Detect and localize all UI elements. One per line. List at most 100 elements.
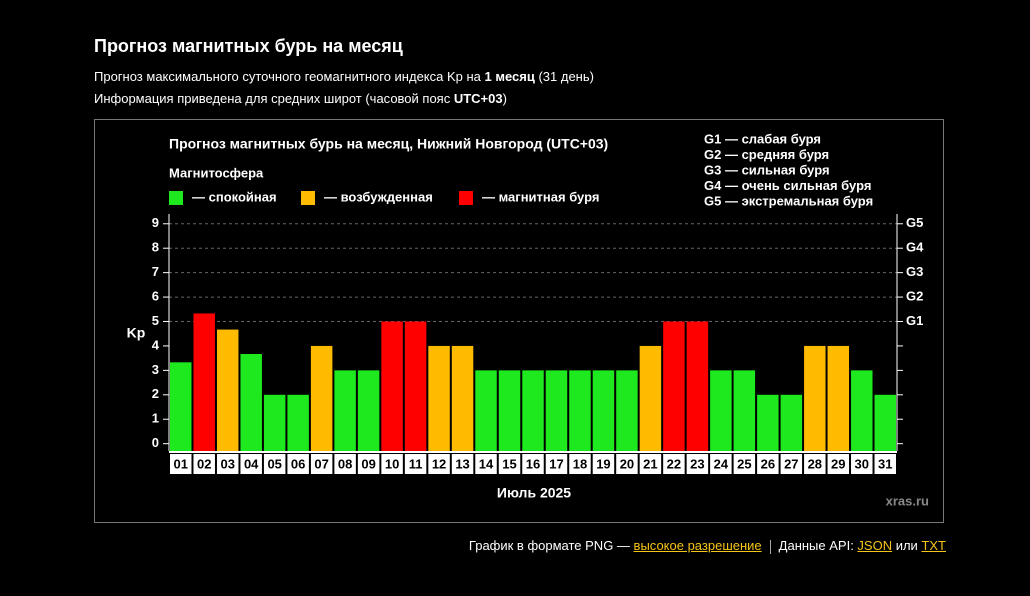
x-label-box [287, 454, 309, 474]
x-label-box [170, 454, 192, 474]
bar [451, 345, 474, 451]
x-label-box [357, 454, 380, 474]
bar [522, 370, 544, 451]
y-tick-label: 8 [152, 240, 159, 255]
watermark: xras.ru [886, 493, 929, 508]
x-tick-label: 27 [784, 456, 798, 471]
x-tick-label: 20 [620, 456, 634, 471]
y2-tick-label: G3 [906, 264, 923, 279]
bar [757, 394, 779, 451]
text: Прогноз максимального суточного геомагни… [94, 69, 485, 84]
x-label-box [663, 454, 685, 474]
x-tick-label: 11 [409, 456, 423, 471]
x-tick-label: 03 [220, 456, 234, 471]
legend-title: Магнитосфера [169, 165, 264, 180]
legend-swatch [301, 191, 315, 205]
y-tick-label: 7 [152, 264, 159, 279]
y-tick-label: 2 [152, 386, 159, 401]
y2-tick-label: G1 [906, 313, 923, 328]
chart: Прогноз магнитных бурь на месяц, Нижний … [127, 131, 929, 508]
y2-tick-label: G5 [906, 215, 923, 230]
bar [710, 370, 732, 451]
y-axis-label: Kp [127, 325, 146, 341]
legend-swatch [169, 191, 183, 205]
x-label-box [381, 454, 403, 474]
x-tick-label: 08 [338, 456, 352, 471]
chart-frame: Прогноз магнитных бурь на месяц, Нижний … [94, 119, 944, 523]
x-label-box [404, 454, 427, 474]
x-tick-label: 29 [831, 456, 845, 471]
x-label-box [216, 454, 239, 474]
y-tick-label: 5 [152, 313, 159, 328]
x-label-box [310, 454, 333, 474]
x-label-box [334, 454, 356, 474]
y-tick-label: 1 [152, 411, 159, 426]
x-label-box [733, 454, 756, 474]
x-label-box [498, 454, 521, 474]
x-tick-label: 30 [855, 456, 869, 471]
text: Данные API: [778, 538, 858, 553]
bar [404, 321, 427, 451]
x-tick-label: 31 [878, 456, 892, 471]
separator [769, 539, 771, 554]
y-tick-label: 3 [152, 362, 159, 377]
y2-tick-label: G4 [906, 240, 924, 255]
x-label-box [851, 454, 873, 474]
bar [475, 370, 497, 451]
subtitle: Прогноз максимального суточного геомагни… [94, 69, 594, 84]
x-label-box [193, 454, 215, 474]
subtitle: Информация приведена для средних широт (… [94, 91, 507, 106]
x-tick-label: 01 [174, 456, 188, 471]
legend-label: — магнитная буря [482, 189, 599, 204]
x-label-box [522, 454, 544, 474]
bar [686, 321, 709, 451]
x-tick-label: 05 [267, 456, 281, 471]
bar [545, 370, 568, 451]
bar [851, 370, 873, 451]
x-label-box [592, 454, 615, 474]
legend-label: — возбужденная [324, 189, 433, 204]
bar [381, 321, 403, 451]
x-tick-label: 07 [314, 456, 328, 471]
y2-tick-label: G2 [906, 289, 923, 304]
text: (31 день) [534, 69, 594, 84]
x-label-box [804, 454, 826, 474]
x-label-box [827, 454, 850, 474]
x-label-box [686, 454, 709, 474]
x-tick-label: 12 [432, 456, 446, 471]
x-tick-label: 15 [502, 456, 516, 471]
bar [240, 354, 262, 451]
x-tick-label: 25 [737, 456, 751, 471]
bar [733, 370, 756, 451]
scale-note: G3 — сильная буря [704, 162, 830, 177]
link[interactable]: TXT [921, 538, 946, 553]
bar [334, 370, 356, 451]
x-tick-label: 19 [596, 456, 610, 471]
x-label-box [616, 454, 638, 474]
bar [780, 394, 803, 451]
text: или [892, 538, 922, 553]
bar [263, 394, 286, 451]
x-label-box [874, 454, 896, 474]
bar [639, 345, 662, 451]
x-tick-label: 04 [244, 456, 259, 471]
link[interactable]: JSON [857, 538, 893, 553]
bar [592, 370, 615, 451]
x-tick-label: 09 [361, 456, 375, 471]
x-tick-label: 23 [690, 456, 704, 471]
bar [287, 394, 309, 451]
link[interactable]: высокое разрешение [633, 538, 762, 553]
bar [569, 370, 591, 451]
scale-note: G2 — средняя буря [704, 147, 829, 162]
x-label-box [545, 454, 568, 474]
x-tick-label: 17 [549, 456, 563, 471]
x-tick-label: 18 [573, 456, 587, 471]
bar [428, 345, 450, 451]
bar [804, 345, 826, 451]
x-label-box [569, 454, 591, 474]
bar [170, 362, 192, 451]
legend-label: — спокойная [192, 189, 277, 204]
bar [216, 329, 239, 451]
y-tick-label: 4 [152, 337, 160, 352]
text-bold: UTC+03 [453, 91, 503, 106]
